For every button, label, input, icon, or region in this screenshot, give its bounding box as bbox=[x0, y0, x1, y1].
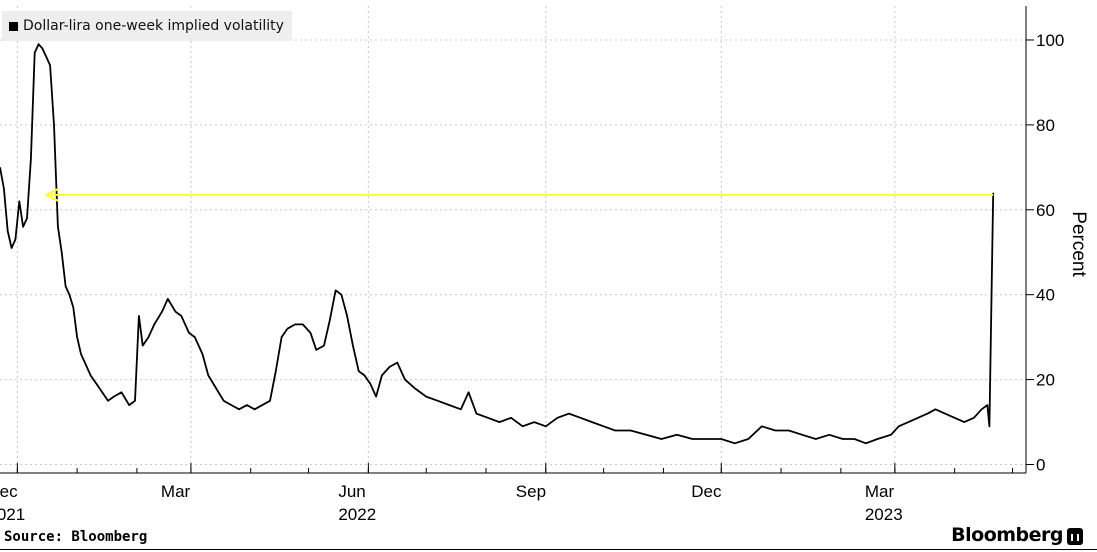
bottom-rule bbox=[0, 549, 1097, 550]
y-axis-title: Percent bbox=[1068, 211, 1089, 277]
gridlines bbox=[0, 6, 1026, 473]
y-tick-label: 80 bbox=[1036, 116, 1055, 135]
x-tick-label: Sep bbox=[516, 482, 546, 501]
x-tick-label: Mar bbox=[865, 482, 895, 501]
x-axis: Dec 2021 Mar Jun 2022 Sep Dec Mar 2023 bbox=[0, 463, 1026, 524]
legend-label: Dollar-lira one-week implied volatility bbox=[23, 18, 284, 34]
x-tick-year-label: 2022 bbox=[338, 505, 376, 524]
series-line bbox=[0, 43, 995, 445]
legend: Dollar-lira one-week implied volatility bbox=[2, 11, 292, 41]
brand-logo: Bloomberg bbox=[951, 524, 1063, 546]
x-tick-label: Jun bbox=[338, 482, 365, 501]
y-tick-label: 20 bbox=[1036, 371, 1055, 390]
source-note: Source: Bloomberg bbox=[4, 529, 148, 545]
annotation-arrow-head bbox=[44, 188, 59, 202]
y-tick-label: 60 bbox=[1036, 201, 1055, 220]
y-tick-label: 100 bbox=[1036, 31, 1064, 50]
bloomberg-terminal-icon bbox=[1067, 528, 1083, 545]
x-tick-label: Dec bbox=[0, 482, 18, 501]
x-tick-label: Dec bbox=[691, 482, 722, 501]
y-tick-label: 0 bbox=[1036, 456, 1045, 475]
series-layer bbox=[0, 43, 995, 445]
x-tick-year-label: 2021 bbox=[0, 505, 25, 524]
x-tick-year-label: 2023 bbox=[865, 505, 903, 524]
legend-swatch bbox=[9, 21, 18, 31]
annotation-layer bbox=[44, 188, 994, 202]
y-axis: 0 20 40 60 80 100 bbox=[1025, 6, 1064, 475]
y-tick-label: 40 bbox=[1036, 286, 1055, 305]
x-tick-label: Mar bbox=[161, 482, 191, 501]
